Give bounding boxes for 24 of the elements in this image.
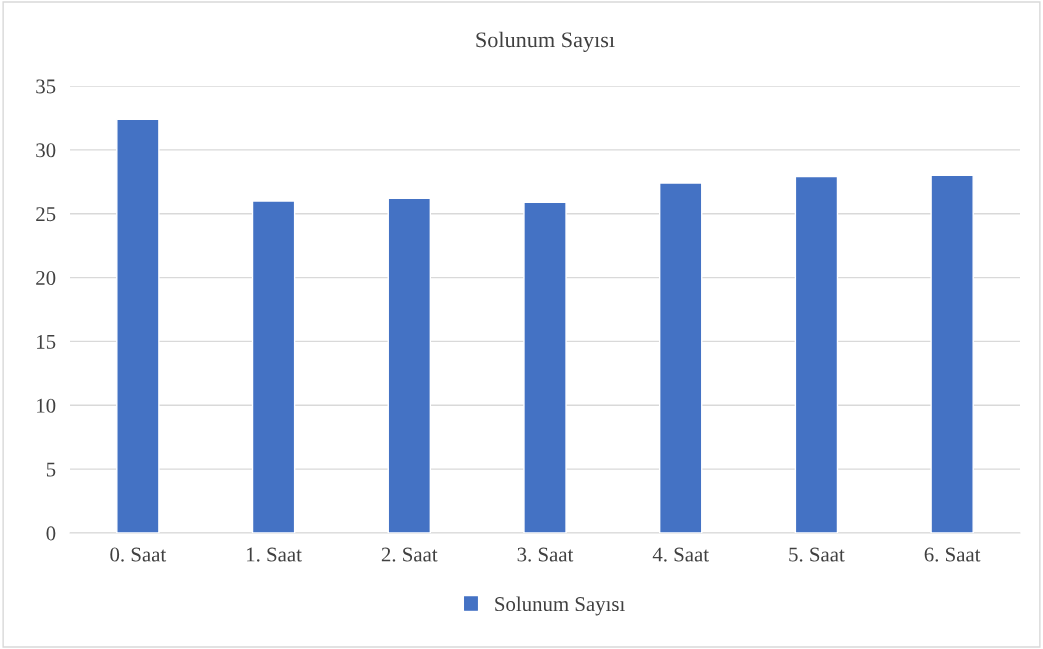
bar bbox=[251, 200, 296, 533]
y-tick-label: 5 bbox=[46, 462, 56, 477]
chart-title: Solunum Sayısı bbox=[476, 31, 615, 52]
y-tick-label: 10 bbox=[37, 398, 56, 413]
y-tick-label: 0 bbox=[46, 526, 56, 541]
legend-label: Solunum Sayısı bbox=[495, 596, 625, 616]
y-tick-label: 15 bbox=[37, 334, 56, 349]
y-tick-label: 20 bbox=[36, 270, 56, 285]
x-tick-label: 1. Saat bbox=[247, 547, 302, 562]
x-tick-label: 6. Saat bbox=[924, 547, 981, 562]
y-tick-label: 25 bbox=[36, 207, 56, 222]
y-tick-label: 30 bbox=[36, 143, 56, 158]
bar bbox=[387, 197, 432, 533]
x-tick-label: 2. Saat bbox=[381, 547, 438, 562]
bar bbox=[930, 174, 974, 533]
bar bbox=[658, 182, 703, 533]
y-tick-label: 35 bbox=[36, 79, 56, 94]
x-tick-label: 4. Saat bbox=[652, 547, 709, 562]
bar bbox=[523, 201, 567, 533]
x-tick-label: 5. Saat bbox=[789, 547, 845, 562]
x-tick-label: 3. Saat bbox=[517, 547, 574, 562]
x-tick-label: 0. Saat bbox=[110, 547, 167, 562]
bar bbox=[116, 118, 160, 533]
bar bbox=[794, 175, 839, 533]
